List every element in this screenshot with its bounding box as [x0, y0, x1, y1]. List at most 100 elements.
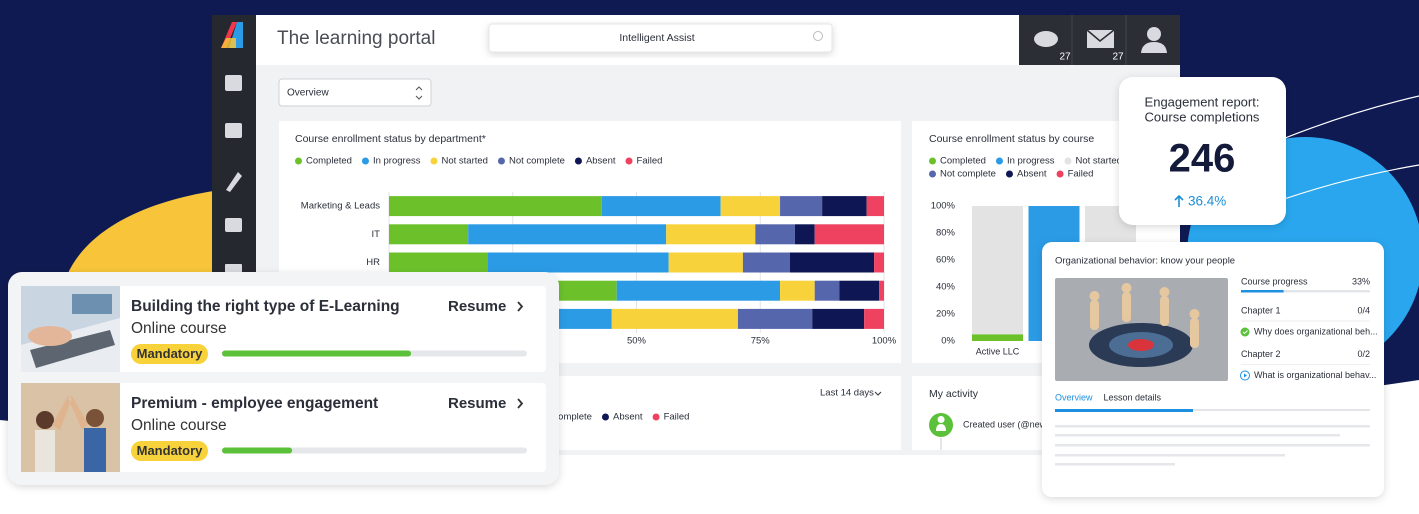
legend-swatch: [574, 157, 582, 165]
legend-label: Absent: [1017, 169, 1047, 180]
x-tick-label: 100%: [872, 336, 897, 347]
search-box[interactable]: [488, 23, 833, 53]
bar-segment: [839, 280, 880, 301]
course-kind: Online course: [131, 320, 227, 337]
legend-swatch: [601, 413, 609, 421]
bar-segment: [812, 308, 865, 329]
y-tick-label: 60%: [936, 255, 956, 266]
search-icon: [813, 31, 823, 41]
chapter-count: 0/2: [1357, 349, 1370, 359]
nav-icon[interactable]: [226, 172, 242, 192]
app-title: The learning portal: [277, 28, 435, 49]
progress-value: 33%: [1352, 276, 1370, 286]
progress-fill: [1241, 290, 1284, 293]
y-tick-label: 100%: [931, 201, 956, 212]
tag-pill: [131, 441, 208, 461]
search-placeholder: Intelligent Assist: [619, 32, 694, 44]
bar-segment: [611, 308, 738, 329]
activity-entry: Created user (@new: [963, 419, 1047, 429]
user-icon[interactable]: [1141, 27, 1167, 53]
legend-label: Completed: [306, 156, 352, 167]
bar-segment: [780, 280, 815, 301]
legend-swatch: [361, 157, 369, 165]
x-tick-label: 50%: [627, 336, 647, 347]
lesson-content: Chapter 1 0/4 Why does organizational beh.…: [1055, 290, 1378, 412]
legend-swatch: [995, 157, 1003, 165]
x-tick-label: 75%: [751, 336, 771, 347]
legend-swatch: [430, 157, 438, 165]
skeleton-lines: [1055, 425, 1370, 466]
play: [1244, 373, 1247, 378]
tab-indicator: [1055, 409, 1193, 412]
bar-segment: [874, 252, 884, 273]
progress-fill: [222, 447, 293, 454]
engagement-change: 36.4%: [1188, 194, 1226, 209]
category-label: Active LLC: [976, 346, 1020, 356]
tab[interactable]: Lesson details: [1104, 392, 1162, 402]
legend-swatch: [1064, 157, 1072, 165]
select-arrows: [415, 86, 423, 100]
category-label: Marketing & Leads: [301, 201, 380, 212]
legend-label: In progress: [1007, 156, 1055, 167]
tag-pill: [131, 344, 208, 364]
bar-segment: [814, 224, 884, 245]
legend-label: Completed: [940, 156, 986, 167]
nav-icon[interactable]: [225, 123, 242, 138]
y-tick-label: 40%: [936, 282, 956, 293]
legend-label: Absent: [613, 412, 643, 423]
legend-swatch: [295, 157, 302, 165]
bar-segment: [814, 280, 840, 301]
bar-segment: [789, 252, 875, 273]
y-tick-label: 80%: [936, 228, 956, 239]
lesson-link[interactable]: What is organizational behav...: [1254, 370, 1376, 380]
mail-flap: [1086, 29, 1115, 42]
legend-label: Failed: [637, 156, 663, 167]
bar-segment: [616, 280, 781, 301]
bar-segment: [601, 196, 721, 217]
chevron: [517, 398, 524, 409]
progress-track: [222, 447, 527, 454]
chevron: [517, 301, 524, 312]
engagement-card: [1119, 77, 1286, 225]
course-kind: Online course: [131, 417, 227, 434]
nav-icon[interactable]: [225, 218, 242, 232]
bar-segment: [488, 252, 669, 273]
chapter-count: 0/4: [1357, 305, 1370, 315]
progress-label: Course progress: [1241, 276, 1308, 286]
sidebar-icons: [225, 75, 242, 274]
chart-title: Course enrollment status by course: [929, 133, 1094, 145]
legend-label: Failed: [1068, 169, 1094, 180]
filter-select[interactable]: [278, 78, 432, 107]
check: [1242, 330, 1248, 335]
engagement-title: Engagement report:: [1145, 94, 1260, 109]
category-label: HR: [366, 257, 380, 268]
bar-segment: [972, 206, 1023, 335]
resume-button[interactable]: Resume: [448, 395, 506, 412]
bar-segment: [879, 280, 884, 301]
resume-button[interactable]: Resume: [448, 298, 506, 315]
up-arrow: [1174, 194, 1184, 207]
mail-badge: 27: [1112, 52, 1124, 63]
legend-label: Not started: [441, 156, 487, 167]
avatar-icon: [936, 416, 946, 431]
bar-segment: [742, 252, 790, 273]
course-content: Building the right type of E-Learning Onl…: [131, 298, 527, 461]
legend-swatch: [625, 157, 633, 165]
y-tick-label: 0%: [941, 336, 955, 347]
logo: [221, 22, 243, 48]
chat-icon[interactable]: [1034, 31, 1058, 47]
tab[interactable]: Overview: [1055, 392, 1093, 402]
nav-icon[interactable]: [225, 264, 242, 274]
engagement-title: Course completions: [1145, 109, 1260, 124]
bar-segment: [389, 224, 469, 245]
bar-segment: [864, 308, 884, 329]
range-select[interactable]: Last 14 days: [820, 388, 874, 399]
legend-label: Absent: [586, 156, 616, 167]
nav-icon[interactable]: [225, 75, 242, 91]
lesson-image: [1055, 278, 1228, 381]
course-image: [21, 383, 120, 472]
lesson-link[interactable]: Why does organizational beh...: [1254, 326, 1378, 336]
legend-swatch: [929, 170, 936, 178]
tag-label: Mandatory: [137, 443, 204, 458]
